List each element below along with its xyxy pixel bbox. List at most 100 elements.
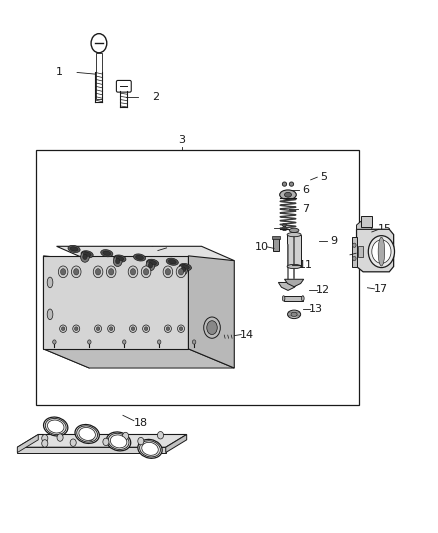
- Ellipse shape: [378, 237, 385, 266]
- Circle shape: [353, 243, 356, 247]
- Ellipse shape: [181, 265, 189, 269]
- Ellipse shape: [288, 310, 300, 319]
- Bar: [35, 150, 359, 405]
- Text: 8: 8: [280, 223, 287, 233]
- Text: 3: 3: [178, 135, 185, 145]
- Ellipse shape: [136, 255, 143, 260]
- Circle shape: [103, 438, 109, 446]
- Ellipse shape: [60, 325, 67, 333]
- Circle shape: [353, 256, 356, 261]
- Ellipse shape: [45, 418, 66, 434]
- Ellipse shape: [287, 264, 301, 269]
- Ellipse shape: [164, 325, 171, 333]
- Ellipse shape: [140, 441, 160, 457]
- Text: 10: 10: [255, 242, 269, 252]
- Polygon shape: [357, 229, 394, 272]
- Ellipse shape: [110, 327, 113, 330]
- Ellipse shape: [134, 254, 145, 261]
- Bar: [287, 235, 301, 266]
- Ellipse shape: [287, 232, 301, 237]
- Polygon shape: [166, 434, 187, 453]
- Ellipse shape: [77, 426, 98, 442]
- Ellipse shape: [110, 435, 127, 448]
- Text: 1: 1: [56, 68, 63, 77]
- Text: 6: 6: [302, 185, 309, 196]
- Bar: [361, 216, 372, 227]
- Ellipse shape: [81, 251, 93, 258]
- FancyBboxPatch shape: [117, 80, 131, 92]
- Bar: [284, 296, 303, 301]
- Circle shape: [181, 267, 185, 272]
- Ellipse shape: [179, 263, 191, 271]
- Text: 11: 11: [299, 260, 313, 270]
- Ellipse shape: [108, 433, 129, 449]
- Ellipse shape: [75, 424, 99, 443]
- Ellipse shape: [95, 269, 101, 275]
- Circle shape: [88, 340, 91, 344]
- Circle shape: [123, 432, 129, 440]
- Ellipse shape: [179, 327, 183, 330]
- Ellipse shape: [289, 182, 293, 186]
- Ellipse shape: [291, 312, 297, 317]
- Circle shape: [88, 433, 94, 440]
- Circle shape: [70, 439, 76, 446]
- Ellipse shape: [289, 228, 299, 232]
- Text: 12: 12: [316, 286, 330, 295]
- Text: 7: 7: [302, 204, 309, 214]
- Ellipse shape: [283, 182, 287, 186]
- Bar: [358, 246, 363, 257]
- Circle shape: [146, 260, 155, 271]
- Ellipse shape: [143, 325, 150, 333]
- Ellipse shape: [101, 249, 113, 257]
- Bar: [273, 237, 279, 251]
- Ellipse shape: [96, 327, 100, 330]
- Ellipse shape: [116, 256, 124, 261]
- Circle shape: [179, 264, 187, 275]
- Polygon shape: [17, 434, 38, 453]
- Ellipse shape: [138, 439, 162, 458]
- Circle shape: [123, 340, 126, 344]
- Text: 16: 16: [354, 248, 368, 258]
- Ellipse shape: [178, 269, 184, 275]
- Ellipse shape: [166, 327, 170, 330]
- Ellipse shape: [103, 251, 111, 255]
- Polygon shape: [279, 282, 297, 290]
- Ellipse shape: [283, 296, 285, 301]
- Polygon shape: [17, 447, 166, 453]
- Bar: [96, 53, 102, 99]
- Circle shape: [91, 34, 107, 53]
- Ellipse shape: [79, 427, 95, 440]
- Ellipse shape: [280, 190, 296, 199]
- Circle shape: [113, 256, 122, 266]
- Ellipse shape: [301, 296, 304, 301]
- Ellipse shape: [58, 266, 68, 278]
- Text: 13: 13: [309, 304, 323, 314]
- Ellipse shape: [141, 266, 151, 278]
- Text: 14: 14: [240, 329, 254, 340]
- Polygon shape: [57, 246, 234, 261]
- Circle shape: [157, 432, 163, 439]
- Ellipse shape: [109, 269, 114, 275]
- Ellipse shape: [149, 261, 156, 265]
- Ellipse shape: [130, 325, 137, 333]
- Ellipse shape: [285, 192, 291, 197]
- Text: 18: 18: [133, 418, 148, 429]
- Ellipse shape: [74, 327, 78, 330]
- Ellipse shape: [114, 255, 126, 262]
- Circle shape: [192, 340, 196, 344]
- Circle shape: [53, 340, 56, 344]
- Circle shape: [81, 252, 89, 262]
- Circle shape: [83, 254, 87, 260]
- Polygon shape: [43, 256, 89, 368]
- Text: 4: 4: [148, 246, 155, 255]
- Ellipse shape: [204, 317, 220, 338]
- Ellipse shape: [47, 420, 64, 433]
- Ellipse shape: [68, 245, 80, 253]
- Bar: [272, 236, 280, 239]
- Polygon shape: [285, 279, 304, 287]
- Ellipse shape: [106, 266, 116, 278]
- Polygon shape: [357, 221, 372, 229]
- Ellipse shape: [70, 247, 78, 251]
- Text: 5: 5: [320, 172, 327, 182]
- Ellipse shape: [60, 269, 66, 275]
